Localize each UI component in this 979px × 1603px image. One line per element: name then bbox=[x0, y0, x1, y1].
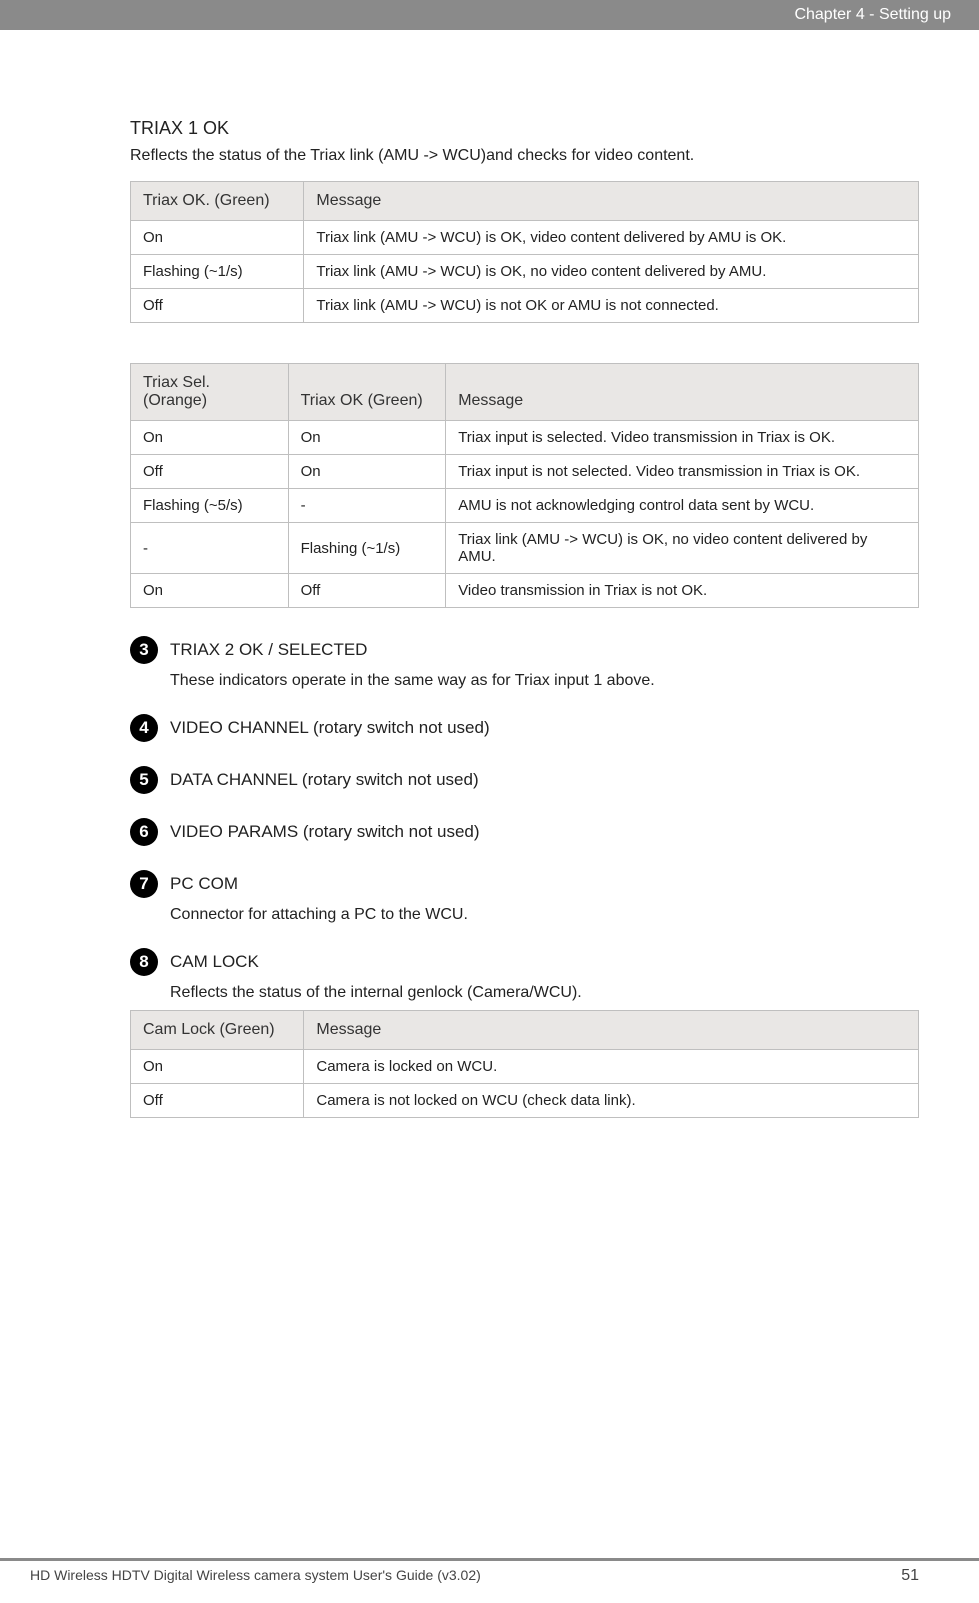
number-badge-icon: 6 bbox=[130, 818, 158, 846]
header-bar: Chapter 4 - Setting up bbox=[0, 0, 979, 30]
table-row: Off On Triax input is not selected. Vide… bbox=[131, 455, 919, 489]
table-header: Cam Lock (Green) bbox=[131, 1011, 304, 1050]
table-row: - Flashing (~1/s) Triax link (AMU -> WCU… bbox=[131, 523, 919, 574]
table-row: On Off Video transmission in Triax is no… bbox=[131, 574, 919, 608]
table-cell: Flashing (~1/s) bbox=[131, 255, 304, 289]
table-cell: Camera is locked on WCU. bbox=[304, 1050, 919, 1084]
table-row: Flashing (~1/s) Triax link (AMU -> WCU) … bbox=[131, 255, 919, 289]
footer-bar: HD Wireless HDTV Digital Wireless camera… bbox=[0, 1558, 979, 1585]
table-cell: - bbox=[288, 489, 446, 523]
table-row: On Triax link (AMU -> WCU) is OK, video … bbox=[131, 221, 919, 255]
number-badge-icon: 8 bbox=[130, 948, 158, 976]
item-title: VIDEO CHANNEL (rotary switch not used) bbox=[170, 718, 490, 738]
table-triax-ok: Triax OK. (Green) Message On Triax link … bbox=[130, 181, 919, 323]
item-7: 7 PC COM bbox=[130, 870, 919, 898]
item-body: Reflects the status of the internal genl… bbox=[170, 984, 919, 1002]
item-title: VIDEO PARAMS (rotary switch not used) bbox=[170, 822, 480, 842]
table-cell: Off bbox=[131, 455, 289, 489]
table-cell: Triax link (AMU -> WCU) is OK, no video … bbox=[446, 523, 919, 574]
table-header: Message bbox=[304, 182, 919, 221]
item-8: 8 CAM LOCK bbox=[130, 948, 919, 976]
table-cell: On bbox=[131, 1050, 304, 1084]
table-cell: Triax link (AMU -> WCU) is OK, no video … bbox=[304, 255, 919, 289]
table-cell: Off bbox=[131, 1084, 304, 1118]
table-cell: Camera is not locked on WCU (check data … bbox=[304, 1084, 919, 1118]
item-title: PC COM bbox=[170, 874, 238, 894]
table-row: Flashing (~5/s) - AMU is not acknowledgi… bbox=[131, 489, 919, 523]
table-cell: Off bbox=[288, 574, 446, 608]
table-cell: On bbox=[288, 455, 446, 489]
item-6: 6 VIDEO PARAMS (rotary switch not used) bbox=[130, 818, 919, 846]
item-body: These indicators operate in the same way… bbox=[170, 672, 919, 690]
item-4: 4 VIDEO CHANNEL (rotary switch not used) bbox=[130, 714, 919, 742]
page-number: 51 bbox=[901, 1567, 919, 1585]
number-badge-icon: 4 bbox=[130, 714, 158, 742]
table-header: Triax Sel. (Orange) bbox=[131, 364, 289, 421]
section-title: TRIAX 1 OK bbox=[130, 118, 919, 139]
table-row: Off Camera is not locked on WCU (check d… bbox=[131, 1084, 919, 1118]
item-title: CAM LOCK bbox=[170, 952, 259, 972]
table-cell: On bbox=[131, 221, 304, 255]
item-body: Connector for attaching a PC to the WCU. bbox=[170, 906, 919, 924]
table-cell: Flashing (~5/s) bbox=[131, 489, 289, 523]
table-header: Message bbox=[446, 364, 919, 421]
table-cell: Off bbox=[131, 289, 304, 323]
table-triax-sel: Triax Sel. (Orange) Triax OK (Green) Mes… bbox=[130, 363, 919, 608]
table-row: On On Triax input is selected. Video tra… bbox=[131, 421, 919, 455]
table-row: Off Triax link (AMU -> WCU) is not OK or… bbox=[131, 289, 919, 323]
number-badge-icon: 7 bbox=[130, 870, 158, 898]
table-cell: On bbox=[288, 421, 446, 455]
footer-text: HD Wireless HDTV Digital Wireless camera… bbox=[30, 1567, 481, 1585]
table-cell: Flashing (~1/s) bbox=[288, 523, 446, 574]
table-cam-lock: Cam Lock (Green) Message On Camera is lo… bbox=[130, 1010, 919, 1118]
table-header: Message bbox=[304, 1011, 919, 1050]
table-header: Triax OK (Green) bbox=[288, 364, 446, 421]
item-title: TRIAX 2 OK / SELECTED bbox=[170, 640, 367, 660]
page-content: TRIAX 1 OK Reflects the status of the Tr… bbox=[130, 100, 919, 1146]
item-3: 3 TRIAX 2 OK / SELECTED bbox=[130, 636, 919, 664]
table-cell: Triax input is selected. Video transmiss… bbox=[446, 421, 919, 455]
number-badge-icon: 5 bbox=[130, 766, 158, 794]
table-cell: - bbox=[131, 523, 289, 574]
table-cell: Triax link (AMU -> WCU) is not OK or AMU… bbox=[304, 289, 919, 323]
table-cell: On bbox=[131, 421, 289, 455]
item-5: 5 DATA CHANNEL (rotary switch not used) bbox=[130, 766, 919, 794]
table-cell: Video transmission in Triax is not OK. bbox=[446, 574, 919, 608]
table-header: Triax OK. (Green) bbox=[131, 182, 304, 221]
table-row: On Camera is locked on WCU. bbox=[131, 1050, 919, 1084]
item-title: DATA CHANNEL (rotary switch not used) bbox=[170, 770, 479, 790]
section-desc: Reflects the status of the Triax link (A… bbox=[130, 145, 919, 167]
table-cell: Triax input is not selected. Video trans… bbox=[446, 455, 919, 489]
number-badge-icon: 3 bbox=[130, 636, 158, 664]
table-cell: On bbox=[131, 574, 289, 608]
chapter-title: Chapter 4 - Setting up bbox=[794, 6, 951, 24]
table-cell: Triax link (AMU -> WCU) is OK, video con… bbox=[304, 221, 919, 255]
table-cell: AMU is not acknowledging control data se… bbox=[446, 489, 919, 523]
